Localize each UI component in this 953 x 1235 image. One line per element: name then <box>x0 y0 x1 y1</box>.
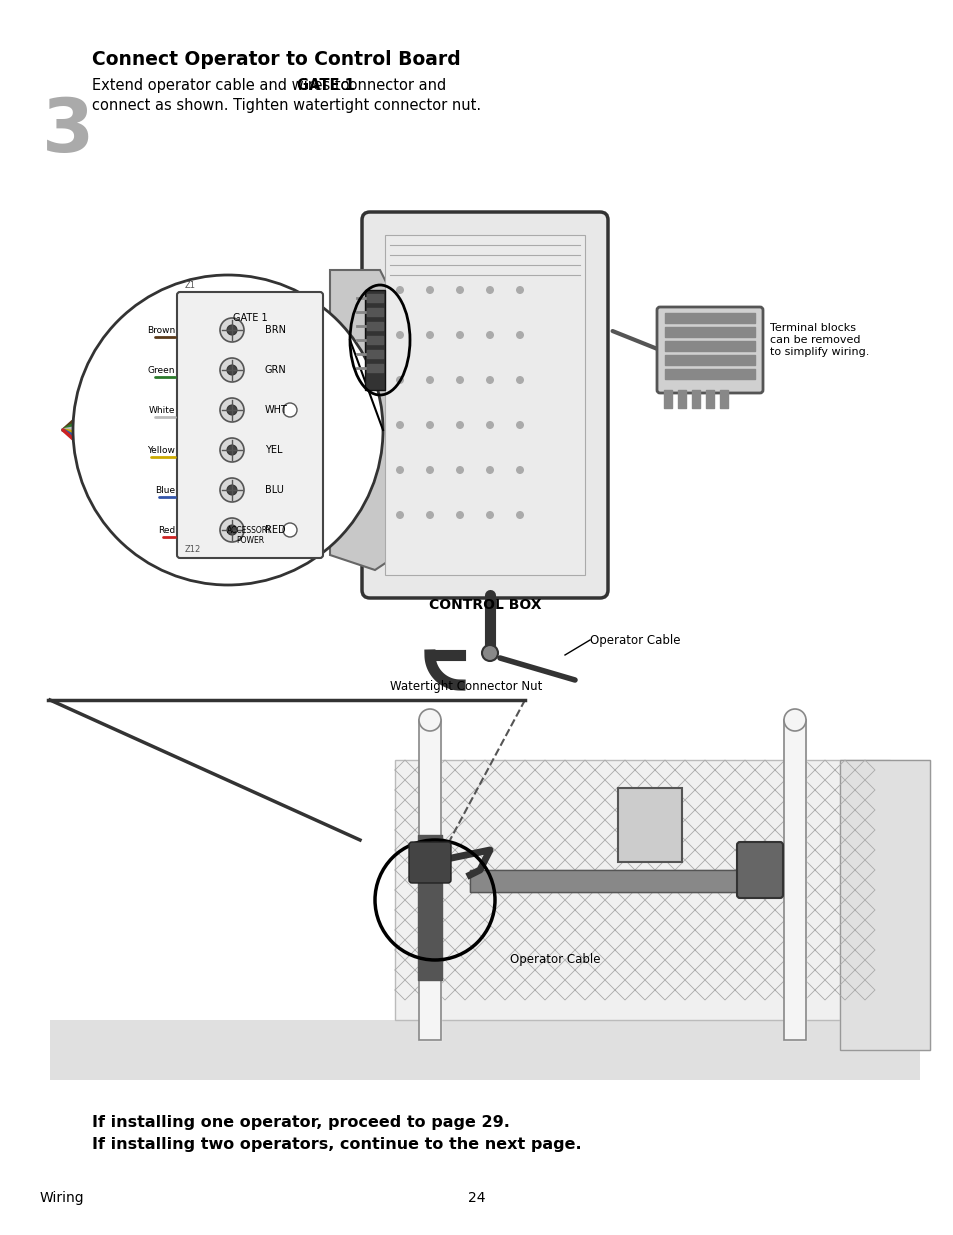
Circle shape <box>227 366 236 375</box>
Circle shape <box>227 405 236 415</box>
Text: White: White <box>149 405 174 415</box>
Circle shape <box>426 331 434 338</box>
Text: Extend operator cable and wires to: Extend operator cable and wires to <box>91 78 354 93</box>
Bar <box>470 869 760 892</box>
Polygon shape <box>50 1020 919 1079</box>
Circle shape <box>283 403 296 417</box>
Circle shape <box>456 466 463 474</box>
Circle shape <box>220 398 244 422</box>
Circle shape <box>426 511 434 519</box>
Text: If installing two operators, continue to the next page.: If installing two operators, continue to… <box>91 1137 581 1152</box>
Text: ACCESSORY
POWER: ACCESSORY POWER <box>227 526 273 545</box>
Circle shape <box>516 375 523 384</box>
Bar <box>783 720 805 1040</box>
Circle shape <box>456 375 463 384</box>
Text: Watertight Connector Nut: Watertight Connector Nut <box>390 680 542 693</box>
Circle shape <box>395 287 403 294</box>
Circle shape <box>516 466 523 474</box>
Text: connect as shown. Tighten watertight connector nut.: connect as shown. Tighten watertight con… <box>91 98 480 112</box>
FancyBboxPatch shape <box>385 235 584 576</box>
Text: GATE 1: GATE 1 <box>296 78 355 93</box>
Circle shape <box>426 421 434 429</box>
Circle shape <box>485 421 494 429</box>
Text: BLU: BLU <box>265 485 284 495</box>
Circle shape <box>220 517 244 542</box>
Polygon shape <box>330 270 390 571</box>
Bar <box>840 760 929 1050</box>
Text: Operator Cable: Operator Cable <box>589 634 679 646</box>
Text: connector and: connector and <box>335 78 446 93</box>
Text: 24: 24 <box>468 1191 485 1205</box>
Circle shape <box>395 331 403 338</box>
Text: Connect Operator to Control Board: Connect Operator to Control Board <box>91 49 460 69</box>
Circle shape <box>456 287 463 294</box>
Bar <box>418 720 440 1040</box>
Circle shape <box>456 511 463 519</box>
Circle shape <box>456 421 463 429</box>
Circle shape <box>516 287 523 294</box>
FancyBboxPatch shape <box>365 290 385 390</box>
Circle shape <box>73 275 382 585</box>
Circle shape <box>395 511 403 519</box>
Text: Z1: Z1 <box>185 282 195 290</box>
Circle shape <box>456 331 463 338</box>
Circle shape <box>227 525 236 535</box>
Text: WHT: WHT <box>265 405 288 415</box>
Circle shape <box>426 287 434 294</box>
Text: Terminal blocks
can be removed
to simplify wiring.: Terminal blocks can be removed to simpli… <box>769 324 868 357</box>
Circle shape <box>426 466 434 474</box>
Text: If installing one operator, proceed to page 29.: If installing one operator, proceed to p… <box>91 1115 509 1130</box>
FancyBboxPatch shape <box>737 842 782 898</box>
Text: Green: Green <box>148 366 174 374</box>
Circle shape <box>485 287 494 294</box>
Circle shape <box>418 709 440 731</box>
Text: GATE 1: GATE 1 <box>233 312 267 324</box>
FancyBboxPatch shape <box>618 788 681 862</box>
Circle shape <box>485 466 494 474</box>
Circle shape <box>220 478 244 501</box>
Text: GRN: GRN <box>265 366 287 375</box>
Circle shape <box>227 445 236 454</box>
Circle shape <box>395 466 403 474</box>
Text: Brown: Brown <box>147 326 174 335</box>
Text: Operator Cable: Operator Cable <box>510 953 599 967</box>
Circle shape <box>220 438 244 462</box>
FancyBboxPatch shape <box>30 720 949 1100</box>
FancyBboxPatch shape <box>395 760 889 1020</box>
Circle shape <box>516 421 523 429</box>
Circle shape <box>227 325 236 335</box>
Circle shape <box>426 375 434 384</box>
FancyBboxPatch shape <box>177 291 323 558</box>
Text: Z12: Z12 <box>185 545 201 555</box>
Text: Blue: Blue <box>154 485 174 494</box>
Circle shape <box>395 421 403 429</box>
Circle shape <box>283 522 296 537</box>
Circle shape <box>516 331 523 338</box>
Text: Red: Red <box>157 526 174 535</box>
Text: BRN: BRN <box>265 325 286 335</box>
FancyBboxPatch shape <box>657 308 762 393</box>
Text: 3: 3 <box>42 95 94 168</box>
Circle shape <box>227 485 236 495</box>
Circle shape <box>783 709 805 731</box>
Circle shape <box>485 511 494 519</box>
Circle shape <box>516 511 523 519</box>
Text: CONTROL BOX: CONTROL BOX <box>428 598 540 613</box>
Circle shape <box>481 645 497 661</box>
Text: RED: RED <box>265 525 285 535</box>
Circle shape <box>220 358 244 382</box>
Text: Yellow: Yellow <box>147 446 174 454</box>
FancyBboxPatch shape <box>361 212 607 598</box>
Circle shape <box>485 375 494 384</box>
Text: YEL: YEL <box>265 445 282 454</box>
Text: Wiring: Wiring <box>40 1191 85 1205</box>
Circle shape <box>485 331 494 338</box>
Circle shape <box>220 317 244 342</box>
FancyBboxPatch shape <box>409 842 451 883</box>
Circle shape <box>395 375 403 384</box>
